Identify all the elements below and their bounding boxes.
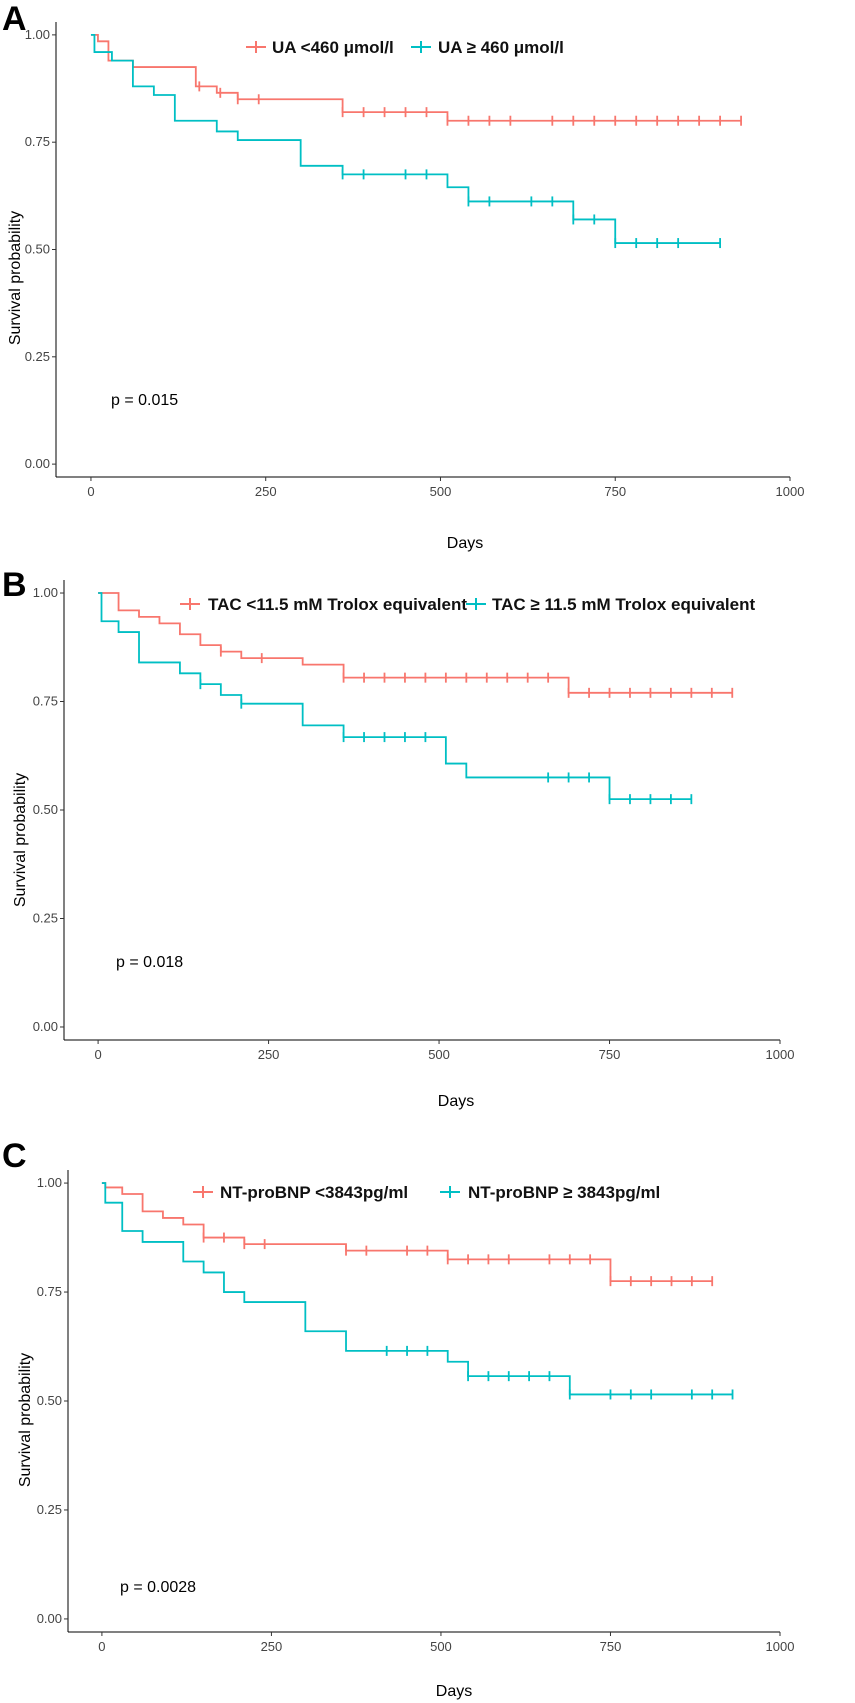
legend-b-label-2: TAC ≥ 11.5 mM Trolox equivalent — [492, 595, 755, 614]
y-tick-label-c-2: 0.50 — [37, 1393, 62, 1408]
y-tick-label-c-1: 0.25 — [37, 1502, 62, 1517]
panel-a-legend: UA <460 μmol/l UA ≥ 460 μmol/l — [246, 38, 564, 57]
legend-a-label-2: UA ≥ 460 μmol/l — [438, 38, 564, 57]
survival-curve-c-2 — [101, 1182, 733, 1396]
y-tick-label-a-2: 0.50 — [25, 242, 50, 257]
y-axis-title-a: Survival probability — [7, 211, 24, 345]
y-tick-label-c-4: 1.00 — [37, 1175, 62, 1190]
x-tick-label-c-4: 1000 — [766, 1639, 795, 1654]
y-tick-label-c-3: 0.75 — [37, 1284, 62, 1299]
x-tick-label-b-3: 750 — [599, 1047, 621, 1062]
x-tick-label-a-1: 250 — [255, 484, 277, 499]
panel-label-c: C — [2, 1137, 27, 1175]
y-tick-label-b-1: 0.25 — [33, 910, 58, 925]
legend-c-label-1: NT-proBNP <3843pg/ml — [220, 1183, 408, 1202]
p-value-a: p = 0.015 — [111, 392, 178, 409]
y-tick-label-b-3: 0.75 — [33, 694, 58, 709]
y-axis-title-c: Survival probability — [17, 1353, 34, 1487]
y-tick-label-a-0: 0.00 — [25, 456, 50, 471]
survival-curve-a-2 — [90, 33, 721, 244]
x-axis-title-b: Days — [438, 1093, 474, 1110]
survival-curve-b-1 — [98, 592, 733, 694]
panel-c-legend: NT-proBNP <3843pg/ml NT-proBNP ≥ 3843pg/… — [193, 1183, 660, 1202]
x-tick-label-b-4: 1000 — [766, 1047, 795, 1062]
y-tick-label-a-1: 0.25 — [25, 349, 50, 364]
y-tick-label-b-4: 1.00 — [33, 585, 58, 600]
y-tick-label-b-0: 0.00 — [33, 1019, 58, 1034]
panel-a: A UA <460 μmol/l UA ≥ 460 μmol/l p = 0.0… — [2, 0, 804, 552]
x-tick-label-b-0: 0 — [94, 1047, 101, 1062]
y-axis-title-b: Survival probability — [12, 773, 29, 907]
legend-c-label-2: NT-proBNP ≥ 3843pg/ml — [468, 1183, 660, 1202]
survival-curve-b-2 — [98, 592, 692, 801]
x-tick-label-a-0: 0 — [87, 484, 94, 499]
x-axis-title-a: Days — [447, 535, 483, 552]
p-value-b: p = 0.018 — [116, 954, 183, 971]
panel-b: B TAC <11.5 mM Trolox equivalent TAC ≥ 1… — [2, 566, 794, 1110]
y-tick-label-a-3: 0.75 — [25, 134, 50, 149]
panel-c: C NT-proBNP <3843pg/ml NT-proBNP ≥ 3843p… — [2, 1137, 794, 1700]
x-tick-label-c-2: 500 — [430, 1639, 452, 1654]
legend-a-label-1: UA <460 μmol/l — [272, 38, 394, 57]
x-tick-label-a-2: 500 — [430, 484, 452, 499]
legend-b-label-1: TAC <11.5 mM Trolox equivalent — [208, 595, 467, 614]
x-tick-label-a-4: 1000 — [776, 484, 805, 499]
panel-label-a: A — [2, 0, 27, 38]
p-value-c: p = 0.0028 — [120, 1579, 196, 1596]
panel-b-legend: TAC <11.5 mM Trolox equivalent TAC ≥ 11.… — [180, 595, 755, 614]
x-tick-label-c-1: 250 — [261, 1639, 283, 1654]
x-tick-label-a-3: 750 — [604, 484, 626, 499]
y-tick-label-b-2: 0.50 — [33, 802, 58, 817]
panel-label-b: B — [2, 566, 27, 604]
survival-curve-a-1 — [90, 33, 742, 122]
x-tick-label-b-2: 500 — [428, 1047, 450, 1062]
x-tick-label-c-3: 750 — [600, 1639, 622, 1654]
y-tick-label-c-0: 0.00 — [37, 1611, 62, 1626]
x-axis-title-c: Days — [436, 1683, 472, 1700]
x-tick-label-c-0: 0 — [98, 1639, 105, 1654]
x-tick-label-b-1: 250 — [258, 1047, 280, 1062]
y-tick-label-a-4: 1.00 — [25, 27, 50, 42]
